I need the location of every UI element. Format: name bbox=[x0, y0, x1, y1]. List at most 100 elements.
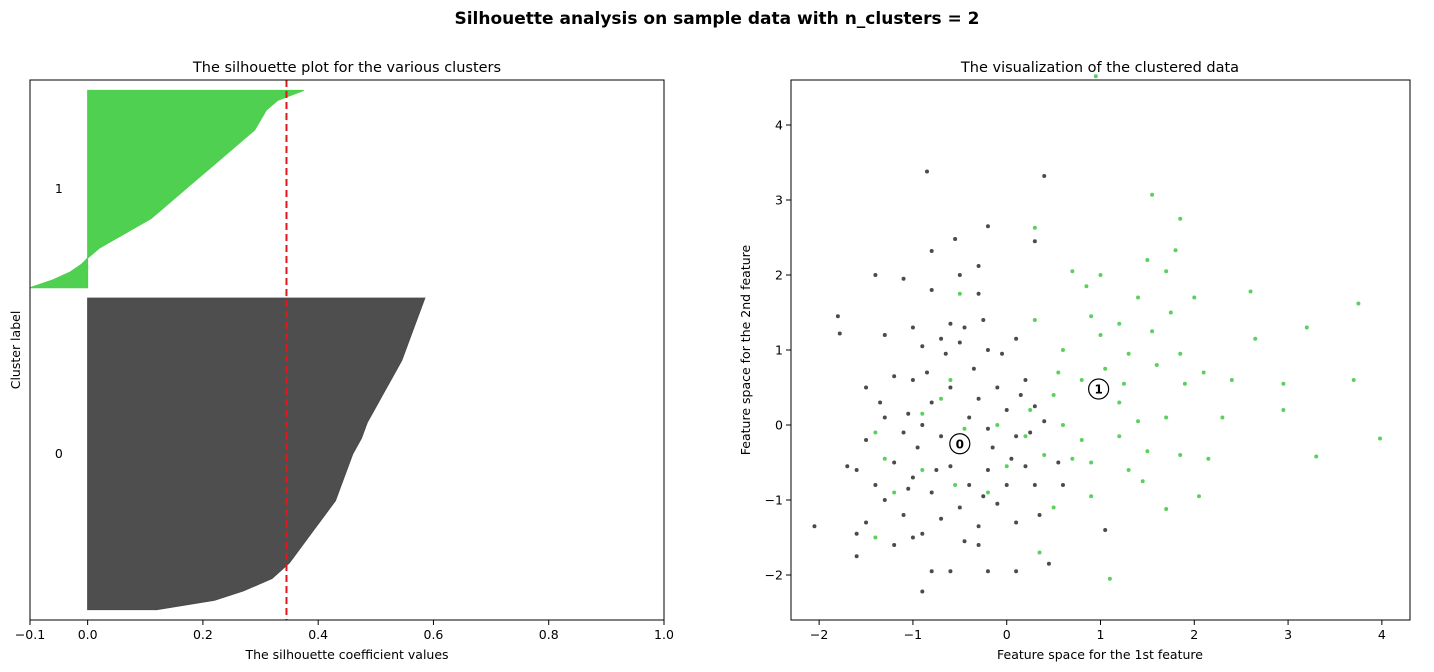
silhouette-x-tick-label: 0.6 bbox=[424, 627, 444, 642]
scatter-point bbox=[1014, 520, 1019, 525]
scatter-point bbox=[882, 415, 887, 420]
scatter-point bbox=[1028, 430, 1033, 435]
scatter-point bbox=[1028, 408, 1033, 412]
scatter-point bbox=[1004, 483, 1009, 487]
scatter-x-tick-label: −1 bbox=[904, 627, 922, 642]
scatter-series-cluster-0 bbox=[812, 169, 1108, 594]
scatter-point bbox=[939, 516, 944, 521]
silhouette-plot-area: 01 bbox=[29, 80, 426, 620]
scatter-point bbox=[990, 445, 995, 450]
scatter-point bbox=[1196, 494, 1201, 499]
cluster-scatter-plot-title: The visualization of the clustered data bbox=[960, 60, 1239, 76]
scatter-point bbox=[1220, 415, 1225, 420]
scatter-point bbox=[1051, 505, 1056, 510]
scatter-point bbox=[1117, 321, 1122, 326]
scatter-point bbox=[1004, 464, 1009, 469]
scatter-point bbox=[920, 423, 925, 427]
scatter-x-tick-label: 4 bbox=[1378, 627, 1386, 642]
scatter-x-tick-label: −2 bbox=[810, 627, 828, 642]
scatter-point bbox=[1046, 561, 1051, 566]
scatter-point bbox=[1042, 419, 1047, 424]
scatter-point bbox=[1098, 333, 1103, 337]
scatter-point bbox=[837, 331, 842, 336]
scatter-point bbox=[985, 348, 990, 352]
scatter-x-tick-label: 3 bbox=[1284, 627, 1292, 642]
scatter-point bbox=[1009, 456, 1014, 461]
scatter-point bbox=[939, 396, 944, 401]
silhouette-x-tick-label: 0.4 bbox=[308, 627, 328, 642]
scatter-y-tick-label: 3 bbox=[775, 193, 783, 208]
scatter-point bbox=[1032, 225, 1037, 230]
scatter-point bbox=[985, 490, 990, 495]
scatter-point bbox=[985, 224, 990, 229]
scatter-point bbox=[1173, 248, 1178, 253]
scatter-point bbox=[1206, 456, 1211, 461]
scatter-point bbox=[967, 415, 972, 420]
scatter-point bbox=[953, 483, 958, 487]
scatter-point bbox=[1042, 174, 1047, 178]
scatter-point bbox=[962, 539, 967, 544]
scatter-point bbox=[924, 370, 929, 375]
scatter-point bbox=[1014, 434, 1019, 439]
scatter-point bbox=[1023, 434, 1028, 439]
scatter-point bbox=[845, 464, 850, 469]
scatter-point bbox=[1018, 393, 1023, 397]
cluster-center-label-0: 0 bbox=[956, 437, 964, 451]
scatter-point bbox=[920, 531, 925, 536]
scatter-point bbox=[1070, 456, 1075, 461]
scatter-point bbox=[854, 531, 859, 536]
figure-title: Silhouette analysis on sample data with … bbox=[454, 9, 979, 29]
scatter-point bbox=[910, 535, 915, 540]
silhouette-plot-title: The silhouette plot for the various clus… bbox=[192, 60, 501, 76]
scatter-point bbox=[1037, 550, 1042, 555]
scatter-point bbox=[901, 276, 906, 281]
scatter-point bbox=[1032, 483, 1037, 487]
silhouette-x-tick-label: 1.0 bbox=[654, 627, 674, 642]
scatter-point bbox=[957, 273, 962, 277]
silhouette-x-tick-label: 0.8 bbox=[539, 627, 559, 642]
scatter-point bbox=[929, 490, 934, 495]
scatter-point bbox=[920, 344, 925, 349]
scatter-point bbox=[924, 169, 929, 174]
scatter-point bbox=[892, 374, 897, 379]
scatter-point bbox=[1093, 74, 1098, 79]
scatter-x-axis-label: Feature space for the 1st feature bbox=[997, 647, 1203, 662]
scatter-point bbox=[976, 264, 981, 268]
scatter-point bbox=[976, 524, 981, 529]
scatter-point bbox=[873, 535, 878, 540]
scatter-point bbox=[1089, 314, 1094, 319]
scatter-point bbox=[1150, 192, 1155, 197]
scatter-y-ticks: −2 −1 0 1 2 3 4 bbox=[765, 118, 791, 583]
scatter-x-tick-label: 0 bbox=[1003, 627, 1011, 642]
scatter-point bbox=[1192, 295, 1197, 300]
scatter-point bbox=[1154, 363, 1159, 367]
scatter-point bbox=[1164, 507, 1169, 511]
scatter-point bbox=[910, 475, 915, 480]
scatter-point bbox=[1060, 348, 1065, 352]
scatter-point bbox=[920, 589, 925, 594]
scatter-point bbox=[864, 520, 869, 525]
scatter-point bbox=[934, 468, 939, 472]
scatter-point bbox=[1126, 468, 1131, 472]
scatter-point bbox=[1351, 378, 1356, 382]
scatter-x-tick-label: 1 bbox=[1097, 627, 1105, 642]
scatter-point bbox=[835, 314, 840, 319]
scatter-point bbox=[901, 513, 906, 517]
silhouette-x-tick-label: −0.1 bbox=[15, 627, 45, 642]
scatter-point bbox=[976, 396, 981, 401]
scatter-point bbox=[1136, 295, 1141, 300]
scatter-point bbox=[864, 385, 869, 390]
scatter-point bbox=[1051, 393, 1056, 397]
scatter-point bbox=[957, 291, 962, 296]
scatter-point bbox=[971, 366, 976, 371]
silhouette-area-cluster-0 bbox=[87, 297, 426, 611]
scatter-point bbox=[1126, 351, 1131, 356]
scatter-point bbox=[854, 468, 859, 472]
scatter-point bbox=[939, 336, 944, 341]
scatter-point bbox=[1201, 370, 1206, 375]
silhouette-y-axis-label: Cluster label bbox=[8, 311, 23, 390]
cluster-center-marker-1 bbox=[1088, 378, 1110, 400]
scatter-point bbox=[1098, 273, 1103, 277]
scatter-point bbox=[892, 460, 897, 465]
